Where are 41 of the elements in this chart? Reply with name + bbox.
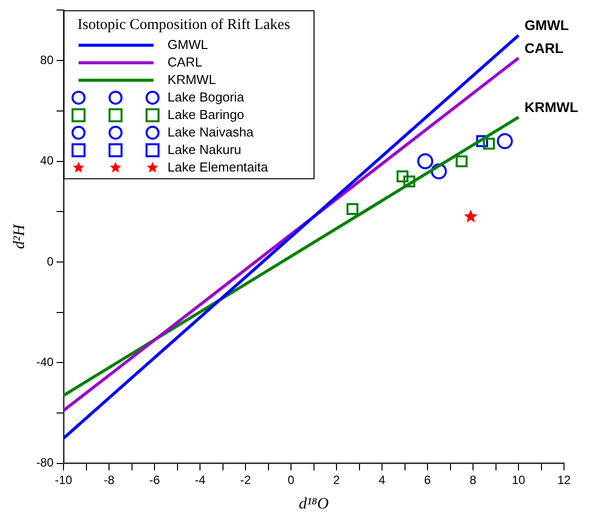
y-tick-label: 40 xyxy=(40,154,54,168)
x-tick-label: -8 xyxy=(104,472,115,487)
point xyxy=(482,138,495,150)
series-label: GMWL xyxy=(524,17,570,34)
y-tick-label: 0 xyxy=(46,254,54,268)
point xyxy=(430,163,447,180)
point xyxy=(464,210,478,222)
x-tick-label: 4 xyxy=(378,472,386,487)
y-tick-label: -40 xyxy=(36,355,54,369)
x-tick-label: 6 xyxy=(424,472,432,487)
x-tick-label: -10 xyxy=(54,472,73,487)
series-label: CARL xyxy=(524,40,564,56)
legend-label: Lake Elementaita xyxy=(168,159,269,174)
x-axis-title: d¹⁸O xyxy=(298,496,330,513)
point xyxy=(396,170,408,182)
point xyxy=(476,135,488,148)
text: GMWL xyxy=(168,36,208,52)
y-tick-label: -80 xyxy=(36,456,54,470)
x-tick-label: 12 xyxy=(557,472,571,487)
text: KRMWL xyxy=(168,72,216,87)
y-axis-title: d²H xyxy=(10,223,28,249)
x-tick-label: 2 xyxy=(333,472,340,487)
text: CARL xyxy=(168,54,202,70)
y-tick-label: 80 xyxy=(40,52,54,67)
x-tick-label: -6 xyxy=(149,472,160,487)
legend-label: Lake Bogoria xyxy=(168,89,245,104)
legend-label: Lake Naivasha xyxy=(168,124,254,140)
series-label: KRMWL xyxy=(524,99,579,116)
legend-label: Lake Baringo xyxy=(168,106,244,122)
x-tick-label: 8 xyxy=(470,472,477,487)
point xyxy=(456,155,468,168)
legend-label: Lake Nakuru xyxy=(168,142,242,157)
x-tick-label: -4 xyxy=(194,472,206,487)
x-tick-label: 10 xyxy=(512,472,526,487)
point xyxy=(417,153,434,170)
legend-title: Isotopic Composition of Rift Lakes xyxy=(78,17,290,34)
point xyxy=(403,175,416,188)
point xyxy=(346,203,358,216)
x-tick-label: -2 xyxy=(240,472,252,487)
point xyxy=(496,133,513,150)
x-tick-label: 0 xyxy=(288,472,295,487)
